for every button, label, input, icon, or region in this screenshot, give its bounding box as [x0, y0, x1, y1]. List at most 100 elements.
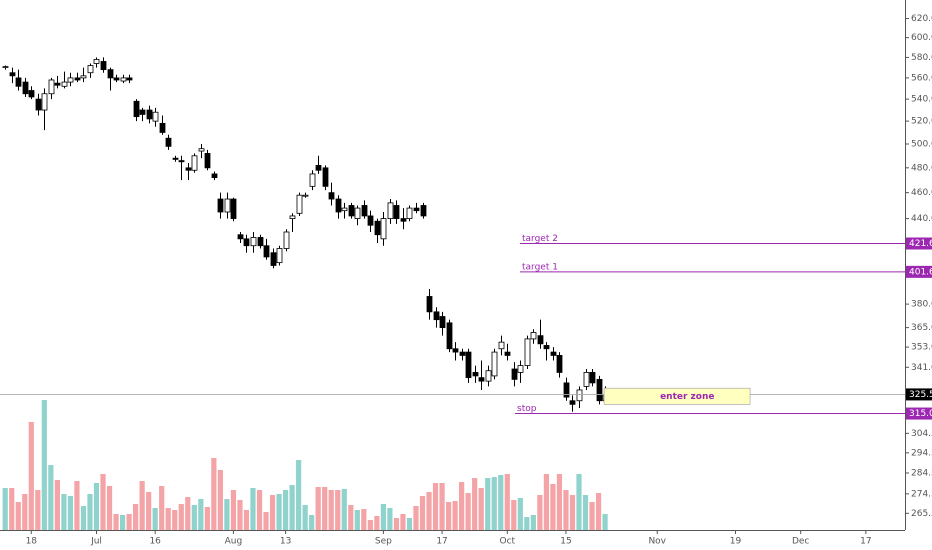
volume-bar	[550, 484, 556, 530]
candle-body	[446, 322, 453, 350]
volume-bar	[256, 490, 263, 530]
volume-bar	[159, 486, 165, 530]
volume-bar	[100, 474, 106, 530]
candle-body	[439, 316, 446, 329]
candle-body	[93, 59, 100, 64]
candle-body	[543, 345, 550, 350]
candle-body	[576, 389, 583, 402]
volume-bar	[485, 478, 491, 530]
x-tick-label: 13	[280, 537, 291, 547]
x-tick-label: 16	[149, 537, 161, 547]
volume-bar	[322, 487, 328, 530]
candle-body	[133, 100, 140, 118]
candle-body	[465, 351, 472, 379]
volume-bar	[282, 490, 289, 530]
candle-body	[35, 98, 42, 111]
volume-bar	[152, 508, 158, 530]
volume-bar	[2, 488, 8, 530]
candle-body	[380, 218, 387, 240]
volume-bar	[22, 494, 28, 530]
volume-bar	[491, 477, 497, 530]
candle-body	[406, 207, 413, 219]
volume-bar	[589, 502, 595, 530]
candle-body	[478, 377, 485, 382]
volume-bar	[133, 504, 139, 530]
volume-bar	[472, 478, 478, 530]
volume-bar	[361, 509, 367, 530]
candle-body	[224, 198, 231, 213]
volume-bar	[48, 465, 54, 530]
volume-bar	[459, 482, 465, 530]
candle-body	[178, 160, 185, 163]
candle-body	[530, 332, 537, 340]
candle-body	[296, 194, 303, 214]
candle-body	[237, 234, 244, 240]
candle-body	[309, 173, 316, 187]
candle-body	[67, 77, 74, 83]
x-tick-label: 19	[730, 537, 742, 547]
candle-body	[569, 400, 576, 405]
x-tick-label: Aug	[225, 537, 243, 547]
candle-body	[87, 65, 94, 74]
candle-body	[426, 296, 433, 313]
volume-bar	[374, 516, 380, 530]
candle-body	[22, 81, 29, 95]
volume-bar	[439, 483, 445, 530]
y-tick-label: 480.0	[911, 163, 932, 173]
y-tick-label: 380.0	[911, 300, 932, 310]
volume-bar	[302, 505, 308, 530]
level-name: target 2	[522, 234, 558, 244]
x-tick-label: 18	[26, 537, 38, 547]
candle-body	[204, 153, 211, 169]
level-value: 401.6	[909, 267, 932, 277]
candle-body	[2, 66, 9, 68]
volume-bar	[478, 488, 484, 530]
candle-body	[283, 231, 290, 249]
y-tick-label: 274.5	[911, 489, 932, 499]
candle-body	[61, 81, 68, 87]
volume-bar	[9, 488, 15, 530]
volume-bar	[74, 481, 80, 530]
candle-body	[107, 69, 114, 79]
volume-bar	[328, 490, 334, 530]
candle-body	[289, 215, 296, 219]
candle-body	[217, 198, 224, 213]
x-tick-label: Jul	[90, 537, 102, 547]
volume-bar	[178, 504, 184, 530]
candle-body	[152, 111, 159, 122]
candle-body	[257, 237, 264, 247]
volume-bar	[211, 458, 217, 530]
candle-body	[433, 311, 440, 321]
volume-bar	[119, 515, 126, 530]
volume-bar	[230, 490, 237, 530]
volume-bar	[204, 507, 210, 530]
candle-body	[165, 137, 172, 147]
candle-body	[537, 335, 544, 345]
volume-bar	[452, 501, 458, 530]
volume-bar	[511, 500, 517, 530]
volume-bar	[237, 500, 243, 530]
candle-body	[491, 351, 498, 377]
y-tick-label: 560.0	[911, 73, 932, 83]
candle-body	[263, 245, 270, 258]
volume-bar	[348, 505, 354, 530]
candle-body	[172, 157, 179, 160]
y-tick-label: 284.5	[911, 468, 932, 478]
candle-body	[511, 368, 518, 380]
candle-body	[583, 372, 590, 387]
candle-body	[185, 167, 192, 171]
candle-body	[393, 205, 400, 219]
level-value: 315.0	[909, 409, 932, 419]
candle-body	[472, 372, 479, 377]
volume-bar	[406, 518, 413, 530]
candle-body	[230, 198, 237, 219]
volume-bar	[61, 494, 67, 530]
volume-bar	[263, 512, 269, 530]
y-tick-label: 500.0	[911, 140, 932, 150]
y-tick-label: 265.5	[911, 509, 932, 519]
volume-bar	[530, 515, 536, 530]
volume-bar	[524, 517, 530, 530]
volume-bar	[393, 518, 400, 530]
volume-bar	[465, 493, 471, 530]
volume-bar	[224, 499, 230, 530]
